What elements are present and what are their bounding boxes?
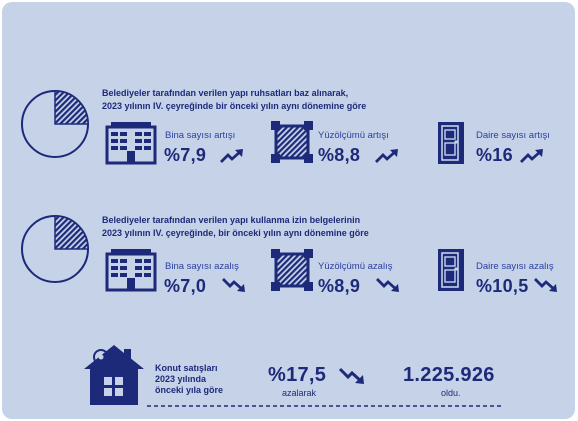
section2-heading: Belediyeler tarafından verilen yapı kull…: [102, 214, 369, 240]
trend-up-icon: [220, 149, 243, 163]
area-permit-value: %8,8: [318, 145, 361, 165]
housing-sales-total-caption: oldu.: [441, 388, 461, 398]
dwelling-permit-label: Daire sayısı artışı: [476, 130, 550, 141]
housing-sales-text-line3: önceki yıla göre: [155, 385, 224, 395]
dwelling-permit-value: %16: [476, 145, 513, 165]
building-permit-value: %7,9: [164, 145, 207, 165]
housing-sales-percent: %17,5: [268, 364, 327, 386]
housing-sales-text: Konut satışları 2023 yılında önceki yıla…: [155, 363, 223, 396]
trend-down-icon: [534, 278, 557, 292]
housing-sales-text-line1: Konut satışları: [155, 363, 218, 373]
trend-down-icon: [338, 367, 364, 384]
building-occupancy-label: Bina sayısı azalış: [165, 261, 239, 272]
area-square-icon: [271, 249, 313, 291]
dwelling-occupancy-value: %10,5: [476, 276, 529, 296]
pie-chart-icon: [21, 215, 89, 283]
trend-up-icon: [520, 149, 543, 163]
section1-heading-line2: 2023 yılının IV. çeyreğinde bir önceki y…: [102, 101, 367, 111]
door-icon: [438, 249, 464, 291]
door-icon: [438, 122, 464, 164]
section1-heading-line1: Belediyeler tarafından verilen yapı ruhs…: [102, 88, 349, 98]
section2-heading-line1: Belediyeler tarafından verilen yapı kull…: [102, 215, 361, 225]
building-occupancy-value: %7,0: [164, 276, 207, 296]
housing-sales-text-line2: 2023 yılında: [155, 374, 207, 384]
trend-up-icon: [375, 149, 398, 163]
dashed-divider: [147, 405, 502, 407]
section2-heading-line2: 2023 yılının IV. çeyreğinde, bir önceki …: [102, 228, 369, 238]
area-occupancy-value: %8,9: [318, 276, 361, 296]
section1-heading: Belediyeler tarafından verilen yapı ruhs…: [102, 87, 366, 113]
trend-down-icon: [222, 278, 245, 292]
dwelling-occupancy-label: Daire sayısı azalış: [476, 261, 554, 272]
area-occupancy-label: Yüzölçümü azalış: [318, 261, 393, 272]
area-permit-label: Yüzölçümü artışı: [318, 130, 389, 141]
trend-down-icon: [376, 278, 399, 292]
house-tag-icon: [84, 345, 144, 405]
area-square-icon: [271, 121, 313, 163]
housing-sales-percent-caption: azalarak: [282, 388, 317, 398]
building-icon: [105, 249, 157, 292]
building-icon: [105, 122, 157, 165]
pie-chart-icon: [21, 90, 89, 158]
building-permit-label: Bina sayısı artışı: [165, 130, 236, 141]
housing-sales-total: 1.225.926: [403, 364, 495, 386]
